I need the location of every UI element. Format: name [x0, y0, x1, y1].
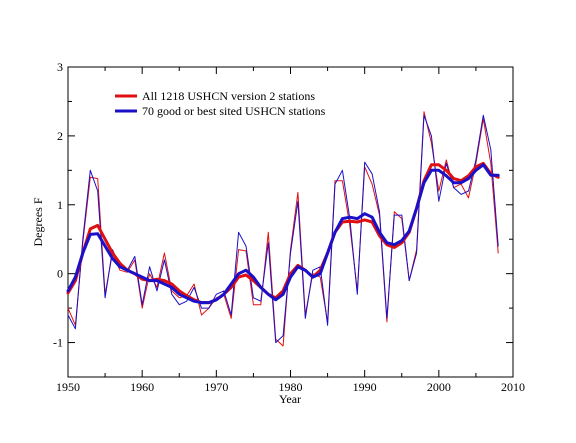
axis-ticks: 1950 1960 1970 1980 1990 2000 2010 -1 0 1 2 3 [53, 60, 525, 394]
x-tick-label: 1970 [204, 380, 228, 394]
legend-label: All 1218 USHCN version 2 stations [142, 89, 315, 103]
y-tick-label: 1 [57, 198, 63, 212]
y-tick-label: 0 [57, 267, 63, 281]
annual-line-good-sites [67, 114, 499, 344]
y-tick-label: 2 [57, 129, 63, 143]
legend-label: 70 good or best sited USHCN stations [142, 104, 326, 118]
y-tick-label: -1 [53, 336, 63, 350]
y-axis-label: Degrees F [31, 197, 45, 246]
x-axis-label: Year [279, 392, 301, 406]
smoothed-line-good-sites [66, 163, 500, 305]
x-tick-label: 2000 [427, 380, 451, 394]
x-tick-label: 1980 [279, 380, 303, 394]
x-tick-label: 1990 [353, 380, 377, 394]
x-tick-label: 1960 [130, 380, 154, 394]
x-tick-label: 2010 [501, 380, 525, 394]
x-tick-label: 1950 [56, 380, 80, 394]
y-tick-label: 3 [57, 60, 63, 74]
series-group [66, 111, 500, 347]
